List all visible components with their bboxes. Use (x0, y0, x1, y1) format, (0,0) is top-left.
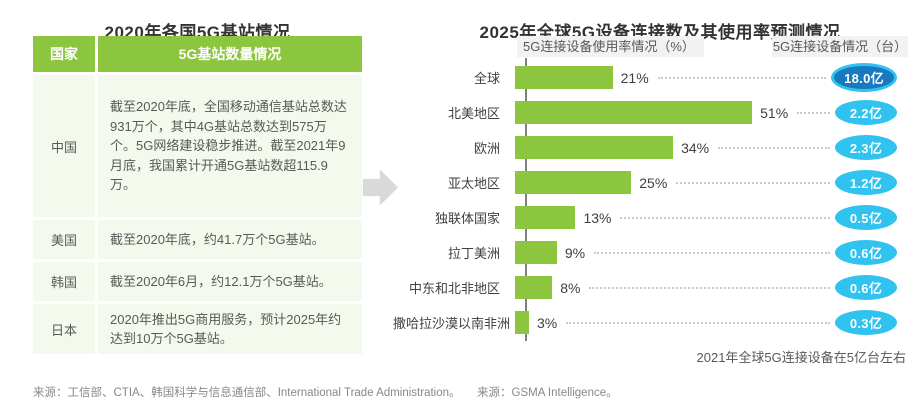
dotted-leader-line (676, 181, 830, 184)
devices-badge: 2.2亿 (835, 100, 897, 125)
usage-bar (515, 206, 576, 229)
table-cell-country: 韩国 (33, 262, 95, 301)
devices-badge: 18.0亿 (831, 63, 897, 92)
dotted-leader-line (657, 76, 826, 79)
dotted-leader-line (594, 251, 830, 254)
left-source-note: 来源：工信部、CTIA、韩国科学与信息通信部、International Tra… (33, 387, 461, 399)
table-row: 中国 截至2020年底，全国移动通信基站总数达931万个，其中4G基站总数达到5… (33, 75, 362, 217)
table-cell-country: 美国 (33, 220, 95, 259)
usage-value-label: 8% (560, 279, 581, 296)
category-label: 北美地区 (447, 106, 500, 121)
usage-axis-label: 5G连接设备使用率情况（%） (517, 36, 704, 57)
chart-row: 拉丁美洲 9% 0.6亿 (393, 235, 905, 270)
devices-badge: 0.3亿 (835, 310, 897, 335)
usage-value-label: 25% (639, 174, 668, 191)
usage-bar (515, 171, 632, 194)
chart-row: 独联体国家 13% 0.5亿 (393, 200, 905, 235)
dotted-leader-line (797, 111, 830, 114)
chart-y-axis (525, 58, 527, 341)
chart-row: 北美地区 51% 2.2亿 (393, 95, 905, 130)
usage-value-label: 34% (681, 139, 710, 156)
dotted-leader-line (620, 216, 830, 219)
usage-value-label: 13% (583, 209, 612, 226)
devices-axis-label: 5G连接设备情况（台） (772, 36, 908, 57)
table-cell-detail: 截至2020年底，全国移动通信基站总数达931万个，其中4G基站总数达到575万… (98, 75, 362, 217)
devices-badge: 0.6亿 (835, 275, 897, 300)
table-row: 韩国 截至2020年6月，约12.1万个5G基站。 (33, 262, 362, 301)
dotted-leader-line (718, 146, 830, 149)
table-body: 中国 截至2020年底，全国移动通信基站总数达931万个，其中4G基站总数达到5… (33, 75, 362, 354)
bar-chart: 全球 21% 18.0亿 北美地区 51% 2.2亿 欧洲 34% 2.3亿 亚… (393, 60, 905, 340)
table-cell-detail: 截至2020年6月，约12.1万个5G基站。 (98, 262, 362, 301)
category-label: 中东和北非地区 (408, 281, 500, 296)
table-header-country: 国家 (33, 36, 95, 72)
dotted-leader-line (589, 286, 830, 289)
category-label: 独联体国家 (434, 211, 500, 226)
category-label: 全球 (473, 71, 500, 86)
chart-row: 撒哈拉沙漠以南非洲 3% 0.3亿 (393, 305, 905, 340)
usage-value-label: 51% (760, 104, 789, 121)
dotted-leader-line (566, 321, 830, 324)
table-cell-detail: 2020年推出5G商用服务，预计2025年约达到10万个5G基站。 (98, 304, 362, 354)
table-row: 美国 截至2020年底，约41.7万个5G基站。 (33, 220, 362, 259)
base-station-table: 国家 5G基站数量情况 中国 截至2020年底，全国移动通信基站总数达931万个… (33, 36, 362, 354)
table-header-detail: 5G基站数量情况 (98, 36, 362, 72)
usage-bar (515, 241, 557, 264)
usage-value-label: 3% (536, 314, 558, 331)
usage-bar (515, 66, 613, 89)
table-row: 日本 2020年推出5G商用服务，预计2025年约达到10万个5G基站。 (33, 304, 362, 354)
devices-badge: 1.2亿 (835, 170, 897, 195)
category-label: 拉丁美洲 (447, 246, 500, 261)
category-label: 亚太地区 (447, 176, 500, 191)
table-cell-country: 日本 (33, 304, 95, 354)
right-source-note: 来源：GSMA Intelligence。 (477, 387, 618, 399)
usage-value-label: 9% (564, 244, 586, 261)
chart-annotation: 2021年全球5G连接设备在5亿台左右 (696, 350, 907, 365)
devices-badge: 0.5亿 (835, 205, 897, 230)
usage-bar (515, 276, 553, 299)
table-cell-detail: 截至2020年底，约41.7万个5G基站。 (98, 220, 362, 259)
devices-badge: 0.6亿 (835, 240, 897, 265)
table-header-row: 国家 5G基站数量情况 (33, 36, 362, 72)
chart-row: 中东和北非地区 8% 0.6亿 (393, 270, 905, 305)
usage-bar (515, 311, 529, 334)
chart-row: 欧洲 34% 2.3亿 (393, 130, 905, 165)
usage-bar (515, 101, 753, 124)
chart-row: 亚太地区 25% 1.2亿 (393, 165, 905, 200)
category-label: 撒哈拉沙漠以南非洲 (393, 316, 511, 331)
devices-badge: 2.3亿 (835, 135, 897, 160)
category-label: 欧洲 (473, 141, 500, 156)
usage-bar (515, 136, 674, 159)
usage-value-label: 21% (620, 69, 649, 86)
table-cell-country: 中国 (33, 75, 95, 217)
chart-row: 全球 21% 18.0亿 (393, 60, 905, 95)
